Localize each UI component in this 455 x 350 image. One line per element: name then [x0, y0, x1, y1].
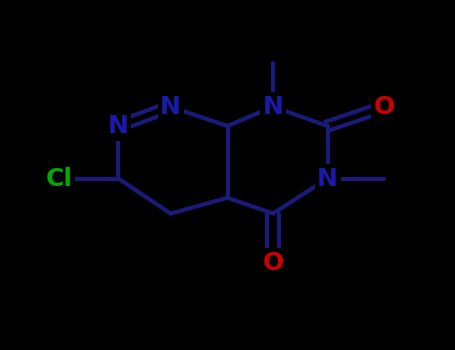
Text: Cl: Cl	[46, 167, 73, 190]
Text: N: N	[317, 167, 338, 190]
Text: O: O	[374, 95, 395, 119]
Text: N: N	[108, 114, 129, 138]
Text: N: N	[160, 95, 181, 119]
Text: N: N	[263, 95, 283, 119]
Text: O: O	[263, 251, 283, 274]
